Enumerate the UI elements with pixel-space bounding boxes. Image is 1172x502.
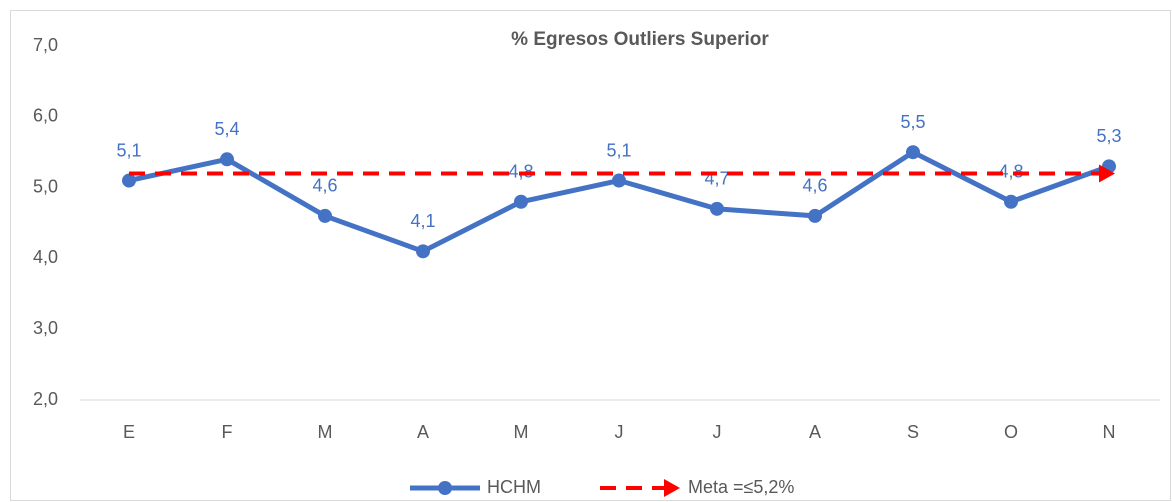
data-label: 4,6: [312, 176, 337, 196]
legend-label: Meta =≤5,2%: [688, 477, 794, 497]
x-tick-label: F: [222, 422, 233, 442]
legend-arrow: [664, 479, 680, 497]
x-tick-label: N: [1103, 422, 1116, 442]
point-marker: [1004, 194, 1018, 209]
point-marker: [318, 208, 332, 223]
x-tick-label: M: [318, 422, 333, 442]
x-tick-label: A: [417, 422, 429, 442]
y-tick-label: 4,0: [33, 247, 58, 267]
data-label: 4,6: [802, 176, 827, 196]
line-end-arrow: [1099, 164, 1115, 183]
y-tick-label: 5,0: [33, 176, 58, 196]
chart-title: % Egresos Outliers Superior: [511, 29, 769, 50]
point-marker: [220, 152, 234, 167]
y-tick-label: 3,0: [33, 318, 58, 338]
y-tick-label: 2,0: [33, 389, 58, 409]
data-label: 5,5: [900, 112, 925, 132]
point-marker: [514, 194, 528, 209]
x-tick-label: J: [713, 422, 722, 442]
x-tick-label: O: [1004, 422, 1018, 442]
point-marker: [710, 201, 724, 216]
x-tick-label: A: [809, 422, 821, 442]
y-tick-label: 6,0: [33, 106, 58, 126]
chart-border: [10, 10, 1171, 501]
data-label: 4,1: [410, 211, 435, 231]
point-marker: [808, 208, 822, 223]
data-label: 4,8: [998, 162, 1023, 182]
data-label: 5,4: [214, 119, 239, 139]
y-tick-label: 7,0: [33, 35, 58, 55]
data-label: 5,1: [606, 140, 631, 160]
point-marker: [122, 173, 136, 188]
data-label: 5,3: [1096, 126, 1121, 146]
point-marker: [416, 244, 430, 259]
data-label: 5,1: [116, 140, 141, 160]
point-marker: [906, 145, 920, 160]
x-tick-label: M: [514, 422, 529, 442]
legend-marker: [438, 481, 452, 495]
x-tick-label: S: [907, 422, 919, 442]
x-tick-label: J: [615, 422, 624, 442]
legend-label: HCHM: [487, 477, 541, 497]
x-tick-label: E: [123, 422, 135, 442]
point-marker: [612, 173, 626, 188]
